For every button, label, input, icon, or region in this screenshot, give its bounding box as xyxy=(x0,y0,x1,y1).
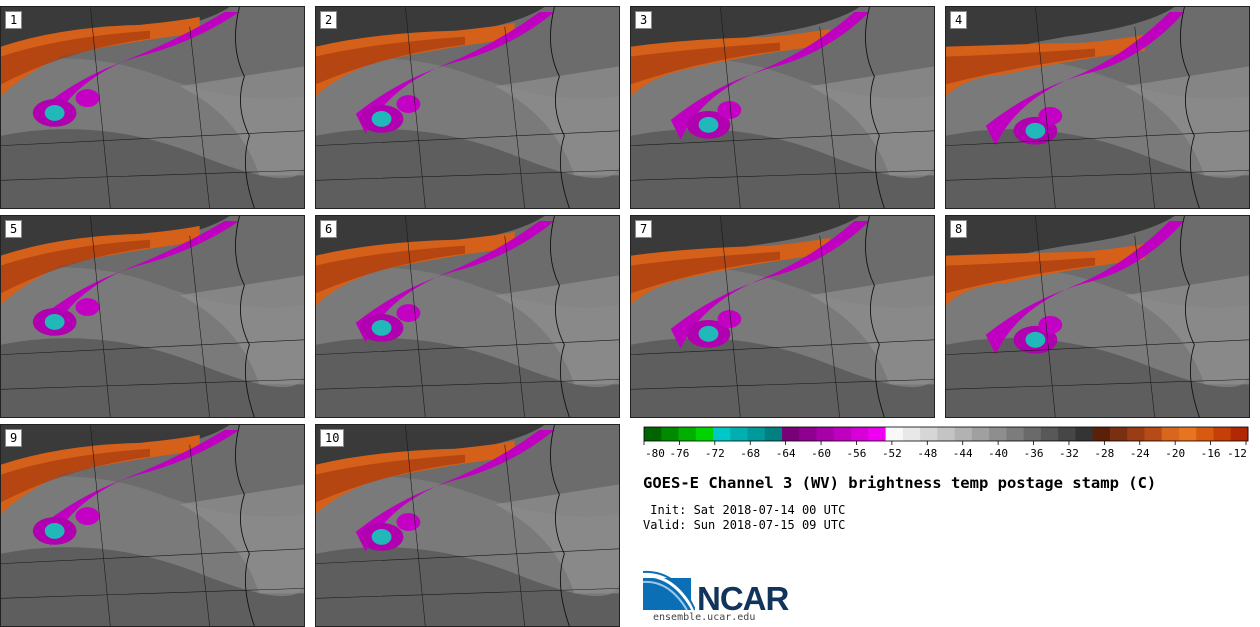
colorbar-segment xyxy=(1196,427,1214,441)
panel-number: 4 xyxy=(950,11,967,29)
postage-stamp-panel: 9 xyxy=(0,424,305,627)
colorbar-tick-label: -12 xyxy=(1227,447,1247,460)
colorbar-tick-label: -52 xyxy=(882,447,902,460)
map-image xyxy=(316,216,619,417)
panel-number: 3 xyxy=(635,11,652,29)
postage-stamp-panel: 8 xyxy=(945,215,1250,418)
colorbar-tick-label: -76 xyxy=(669,447,689,460)
colorbar-segment xyxy=(903,427,921,441)
colorbar-tick-label: -72 xyxy=(705,447,725,460)
colorbar-segment xyxy=(644,427,662,441)
colorbar-segment xyxy=(886,427,904,441)
panel-number: 2 xyxy=(320,11,337,29)
colorbar-segment xyxy=(1024,427,1042,441)
colorbar-segment xyxy=(799,427,817,441)
panel-number: 10 xyxy=(320,429,344,447)
colorbar-segment xyxy=(713,427,731,441)
colorbar-segment xyxy=(1144,427,1162,441)
colorbar-tick-label: -36 xyxy=(1024,447,1044,460)
panel-number: 8 xyxy=(950,220,967,238)
colorbar-segment xyxy=(661,427,679,441)
colorbar-segment xyxy=(748,427,766,441)
colorbar-tick-label: -80 xyxy=(645,447,665,460)
panel-number: 9 xyxy=(5,429,22,447)
colorbar-tick-label: -16 xyxy=(1201,447,1221,460)
valid-time: Valid: Sun 2018-07-15 09 UTC xyxy=(643,518,845,532)
postage-stamp-panel: 5 xyxy=(0,215,305,418)
colorbar-segment xyxy=(1162,427,1180,441)
postage-stamp-panel: 2 xyxy=(315,6,620,209)
colorbar-segment xyxy=(730,427,748,441)
map-image xyxy=(1,425,304,626)
colorbar-tick-label: -24 xyxy=(1130,447,1150,460)
colorbar-segment xyxy=(1110,427,1128,441)
colorbar-tick-label: -60 xyxy=(811,447,831,460)
colorbar-tick-label: -44 xyxy=(953,447,973,460)
colorbar-tick-label: -48 xyxy=(917,447,937,460)
colorbar-segment xyxy=(955,427,973,441)
panel-number: 6 xyxy=(320,220,337,238)
postage-stamp-panel: 3 xyxy=(630,6,935,209)
map-image xyxy=(631,7,934,208)
colorbar-segment xyxy=(1006,427,1024,441)
logo-url: ensemble.ucar.edu xyxy=(653,612,755,623)
colorbar-segment xyxy=(1127,427,1145,441)
postage-stamp-panel: 1 xyxy=(0,6,305,209)
panel-number: 5 xyxy=(5,220,22,238)
colorbar-segment xyxy=(868,427,886,441)
colorbar-segment xyxy=(696,427,714,441)
colorbar-tick-label: -32 xyxy=(1059,447,1079,460)
colorbar-segment xyxy=(679,427,697,441)
colorbar-segment xyxy=(937,427,955,441)
colorbar-tick-label: -64 xyxy=(776,447,796,460)
colorbar-tick-label: -40 xyxy=(988,447,1008,460)
colorbar-tick-label: -28 xyxy=(1094,447,1114,460)
colorbar-segment xyxy=(920,427,938,441)
colorbar-segment xyxy=(782,427,800,441)
postage-stamp-panel: 6 xyxy=(315,215,620,418)
colorbar-segment xyxy=(972,427,990,441)
ncar-logo-icon xyxy=(643,570,695,612)
panel-number: 7 xyxy=(635,220,652,238)
postage-stamp-panel: 4 xyxy=(945,6,1250,209)
colorbar-tick-label: -20 xyxy=(1165,447,1185,460)
map-image xyxy=(316,425,619,626)
panel-number: 1 xyxy=(5,11,22,29)
map-image xyxy=(946,7,1249,208)
map-image xyxy=(316,7,619,208)
colorbar-segment xyxy=(1075,427,1093,441)
colorbar-segment xyxy=(1058,427,1076,441)
colorbar-segment xyxy=(765,427,783,441)
map-image xyxy=(1,7,304,208)
postage-stamp-panel: 10 xyxy=(315,424,620,627)
colorbar-segment xyxy=(1041,427,1059,441)
postage-stamp-panel: 7 xyxy=(630,215,935,418)
colorbar-segment xyxy=(834,427,852,441)
colorbar-segment xyxy=(817,427,835,441)
map-image xyxy=(1,216,304,417)
colorbar: -80 -76 -72 -68 -64 -60 -56 -52 -48 -44 -40 -36 -32 -… xyxy=(643,426,1249,462)
colorbar-tick-label: -56 xyxy=(847,447,867,460)
colorbar-segment xyxy=(989,427,1007,441)
init-time: Init: Sat 2018-07-14 00 UTC xyxy=(643,503,845,517)
colorbar-tick-label: -68 xyxy=(740,447,760,460)
colorbar-segment xyxy=(1213,427,1231,441)
map-image xyxy=(631,216,934,417)
colorbar-segment xyxy=(1231,427,1249,441)
colorbar-segment xyxy=(1093,427,1111,441)
chart-title: GOES-E Channel 3 (WV) brightness temp po… xyxy=(643,474,1156,492)
map-image xyxy=(946,216,1249,417)
colorbar-segment xyxy=(1179,427,1197,441)
colorbar-segment xyxy=(851,427,869,441)
